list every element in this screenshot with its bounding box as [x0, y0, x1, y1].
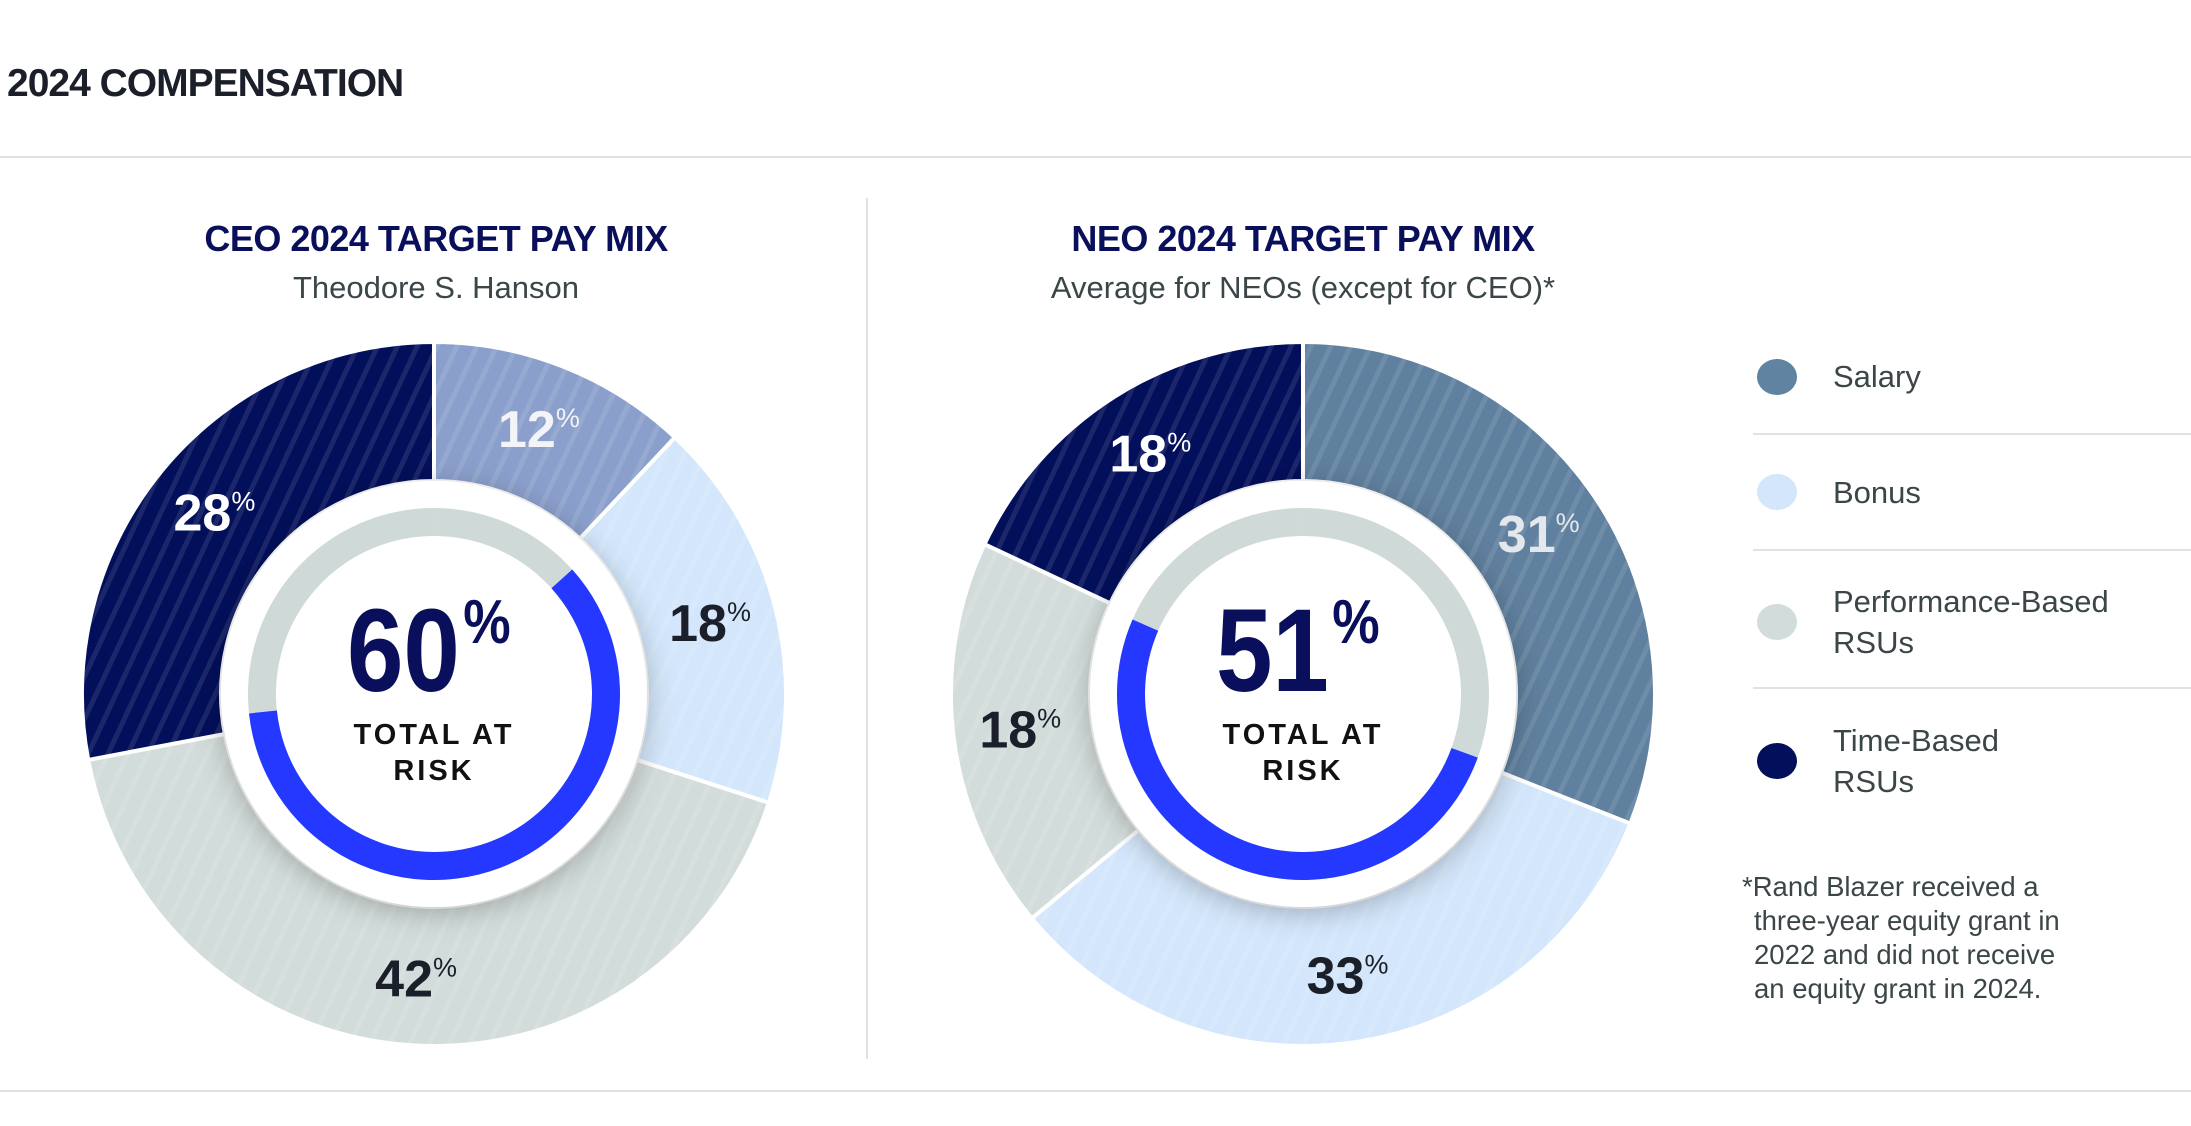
at-risk-arc: [249, 569, 620, 880]
footnote-line: 2022 and did not receive: [1754, 939, 2056, 970]
total-at-risk-label: TOTAL AT: [354, 719, 515, 751]
legend-line: RSUs: [1833, 764, 1914, 799]
slice-texture: [1031, 772, 1631, 1047]
legend-dot-salary: [1757, 359, 1797, 395]
legend-dot-bonus: [1757, 474, 1797, 510]
page-title: 2024 COMPENSATION: [7, 62, 404, 105]
legend-label-salary: Salary: [1833, 359, 1921, 394]
total-at-risk-label: RISK: [1262, 755, 1343, 787]
total-at-risk-value: 51%: [1216, 585, 1380, 717]
center-hole: [221, 481, 647, 907]
total-at-risk-label: RISK: [393, 755, 474, 787]
legend-divider: [1753, 433, 2191, 435]
top-divider: [0, 156, 2191, 158]
legend-label-performance-rsus: Performance-Based RSUs: [1833, 581, 2109, 663]
footnote-line: three-year equity grant in: [1754, 905, 2060, 936]
legend-line: Time-Based: [1833, 723, 1999, 758]
legend-divider: [1753, 687, 2191, 689]
center-hole: [1090, 481, 1516, 907]
legend-label-bonus: Bonus: [1833, 475, 1921, 510]
ceo-chart-subtitle: Theodore S. Hanson: [292, 270, 580, 305]
chart-divider: [866, 198, 868, 1059]
legend-line: RSUs: [1833, 625, 1914, 660]
slice-texture: [1303, 342, 1656, 824]
footnote: *Rand Blazer received a three-year equit…: [1742, 870, 2182, 1006]
slice-label: 12%: [498, 401, 580, 459]
total-at-risk-label: TOTAL AT: [1223, 719, 1384, 751]
slice-texture: [984, 342, 1303, 604]
footnote-line: *Rand Blazer received a: [1742, 871, 2039, 902]
slice-texture: [434, 342, 675, 539]
neo-chart-subtitle: Average for NEOs (except for CEO)*: [1050, 270, 1556, 305]
neo-chart-title: NEO 2024 TARGET PAY MIX: [1071, 218, 1535, 259]
slice-label: 42%: [375, 950, 457, 1008]
ceo-chart-title: CEO 2024 TARGET PAY MIX: [204, 218, 668, 259]
legend-dot-time-rsus: [1757, 743, 1797, 779]
bottom-divider: [0, 1090, 2191, 1092]
legend-dot-performance-rsus: [1757, 604, 1797, 640]
slice-texture: [81, 342, 434, 760]
footnote-line: an equity grant in 2024.: [1754, 973, 2042, 1004]
slice-texture: [88, 733, 769, 1046]
slice-texture: [951, 544, 1139, 919]
legend-divider: [1753, 549, 2191, 551]
legend-line: Performance-Based: [1833, 584, 2109, 619]
slice-texture: [579, 437, 787, 803]
slice-label: 18%: [979, 702, 1061, 760]
legend-label-time-rsus: Time-Based RSUs: [1833, 720, 1999, 802]
